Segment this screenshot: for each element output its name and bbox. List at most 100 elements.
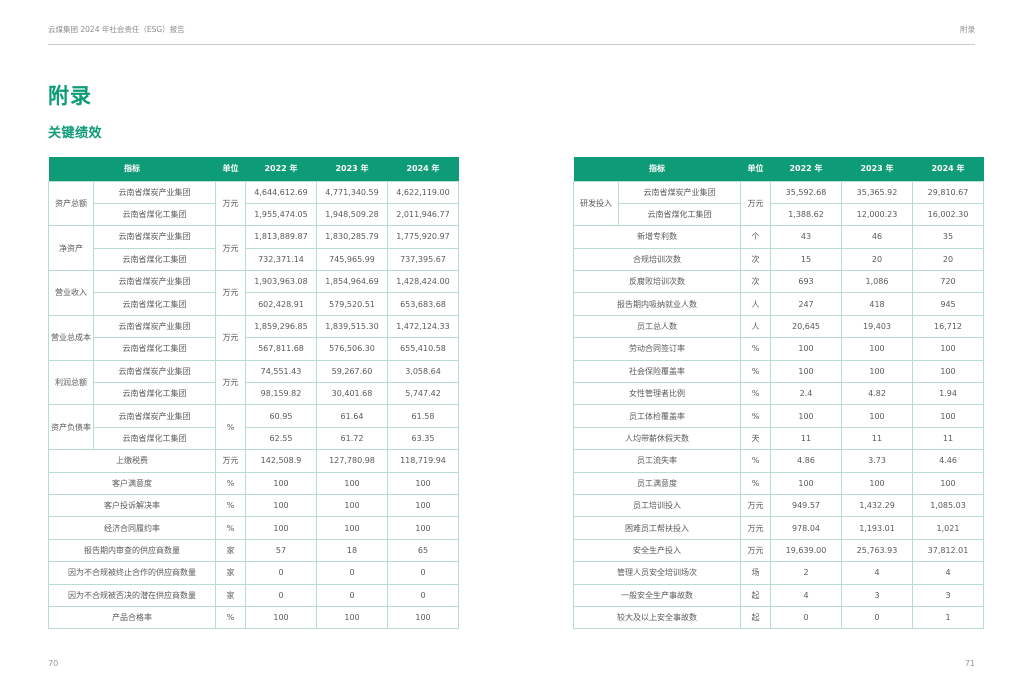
indicator-label: 管理人员安全培训场次 [573, 561, 741, 585]
table-row: 员工培训投入 万元 949.57 1,432.29 1,085.03 [573, 493, 984, 518]
unit-cell: 万元 [215, 359, 246, 406]
unit-cell: 万元 [740, 493, 771, 518]
indicator-label: 员工流失率 [573, 449, 741, 473]
indicator-sub-label: 云南省煤炭产业集团 [93, 359, 216, 384]
value-cell: 100 [841, 337, 913, 361]
table-row: 产品合格率% 100 100 100 [48, 605, 459, 630]
indicator-label: 一般安全生产事故数 [573, 583, 741, 607]
indicator-sub-label: 云南省煤化工集团 [93, 202, 216, 227]
value-cell: 100 [912, 471, 984, 495]
indicator-sub-label: 云南省煤炭产业集团 [618, 180, 741, 204]
value-cell: 100 [316, 471, 388, 495]
value-cell: 61.72 [316, 426, 388, 451]
value-cell: 100 [387, 493, 459, 518]
value-cell: 16,712 [912, 314, 984, 339]
unit-cell: 万元 [215, 270, 246, 316]
unit-cell: % [740, 404, 771, 428]
indicator-sub-label: 云南省煤化工集团 [618, 202, 741, 227]
value-cell: 3 [841, 583, 913, 607]
indicator-label: 员工体检覆盖率 [573, 404, 741, 428]
value-cell: 737,395.67 [387, 247, 459, 272]
value-cell: 18 [316, 538, 388, 563]
table-row: 云南省煤化工集团 1,388.62 12,000.23 16,002.30 [574, 202, 984, 227]
table-row: 云南省煤化工集团 98,159.82 30,401.68 5,747.42 [49, 382, 459, 406]
value-cell: 1,021 [912, 516, 984, 540]
unit-cell: 万元 [215, 314, 246, 361]
unit-cell: 家 [215, 561, 246, 585]
indicator-group-label: 资产总额 [48, 180, 94, 227]
indicator-label: 客户投诉解决率 [48, 493, 216, 518]
table-row: 较大及以上安全事故数起 0 0 1 [573, 605, 984, 630]
indicator-sub-label: 云南省煤化工集团 [93, 337, 216, 361]
table-row: 员工流失率% 4.86 3.73 4.46 [573, 449, 984, 473]
value-cell: 65 [387, 538, 459, 563]
indicator-label: 因为不合规被否决的潜在供应商数量 [48, 583, 216, 607]
value-cell: 0 [316, 561, 388, 585]
value-cell: 16,002.30 [912, 202, 984, 227]
value-cell: 0 [316, 583, 388, 607]
table-row: 报告期内吸纳就业人数人 247 418 945 [573, 292, 984, 316]
value-cell: 732,371.14 [245, 247, 317, 272]
value-cell: 978.04 [770, 516, 842, 540]
indicator-sub-label: 云南省煤化工集团 [93, 247, 216, 272]
value-cell: 100 [387, 605, 459, 630]
value-cell: 100 [841, 471, 913, 495]
page-title: 附录 [48, 84, 92, 108]
table-row: 困难员工帮扶投入 万元 978.04 1,193.01 1,021 [573, 516, 984, 540]
table-row: 云南省煤化工集团 567,811.68 576,506.30 655,410.58 [49, 337, 459, 361]
indicator-label: 较大及以上安全事故数 [573, 605, 741, 630]
unit-cell: % [740, 337, 771, 361]
value-cell: 1,472,124.33 [387, 314, 459, 339]
value-cell: 46 [841, 225, 913, 249]
value-cell: 1,813,889.87 [245, 225, 317, 249]
table-row: 女性管理者比例% 2.4 4.82 1.94 [573, 382, 984, 406]
table-row: 经济合同履约率% 100 100 100 [48, 516, 459, 540]
column-header-2024: 2024 年 [912, 157, 984, 181]
value-cell: 1,839,515.30 [316, 314, 388, 339]
unit-cell: 人 [740, 292, 771, 316]
indicator-label: 因为不合规被终止合作的供应商数量 [48, 561, 216, 585]
value-cell: 3,058.64 [387, 359, 459, 384]
unit-cell: % [740, 471, 771, 495]
value-cell: 0 [770, 605, 842, 630]
value-cell: 5,747.42 [387, 382, 459, 406]
value-cell: 1,775,920.97 [387, 225, 459, 249]
column-header-unit: 单位 [740, 157, 771, 181]
value-cell: 745,965.99 [316, 247, 388, 272]
value-cell: 100 [841, 404, 913, 428]
indicator-group-label: 资产负债率 [48, 404, 94, 451]
table-row: 云南省煤化工集团 732,371.14 745,965.99 737,395.67 [49, 247, 459, 272]
unit-cell: % [740, 359, 771, 384]
value-cell: 602,428.91 [245, 292, 317, 316]
value-cell: 4.82 [841, 382, 913, 406]
value-cell: 100 [841, 359, 913, 384]
indicator-group-label: 研发投入 [573, 180, 619, 227]
indicator-label: 经济合同履约率 [48, 516, 216, 540]
page-number-left: 70 [48, 659, 59, 668]
table-row: 一般安全生产事故数起 4 3 3 [573, 583, 984, 607]
unit-cell: % [740, 449, 771, 473]
indicator-label: 产品合格率 [48, 605, 216, 630]
value-cell: 1,086 [841, 270, 913, 294]
value-cell: 63.35 [387, 426, 459, 451]
value-cell: 20,645 [770, 314, 842, 339]
value-cell: 127,780.98 [316, 449, 388, 473]
unit-cell: 人 [740, 314, 771, 339]
value-cell: 655,410.58 [387, 337, 459, 361]
value-cell: 579,520.51 [316, 292, 388, 316]
unit-cell: 家 [215, 583, 246, 607]
column-header-2022: 2022 年 [770, 157, 842, 181]
value-cell: 1,955,474.05 [245, 202, 317, 227]
value-cell: 35 [912, 225, 984, 249]
value-cell: 35,365.92 [841, 180, 913, 204]
value-cell: 118,719.94 [387, 449, 459, 473]
indicator-sub-label: 云南省煤化工集团 [93, 292, 216, 316]
indicator-label: 新增专利数 [573, 225, 741, 249]
column-header-unit: 单位 [215, 157, 246, 181]
value-cell: 945 [912, 292, 984, 316]
unit-cell: 万元 [740, 180, 771, 227]
value-cell: 100 [245, 516, 317, 540]
table-row: 人均带薪休假天数天 11 11 11 [573, 426, 984, 451]
table-row: 报告期内审查的供应商数量家 57 18 65 [48, 538, 459, 563]
